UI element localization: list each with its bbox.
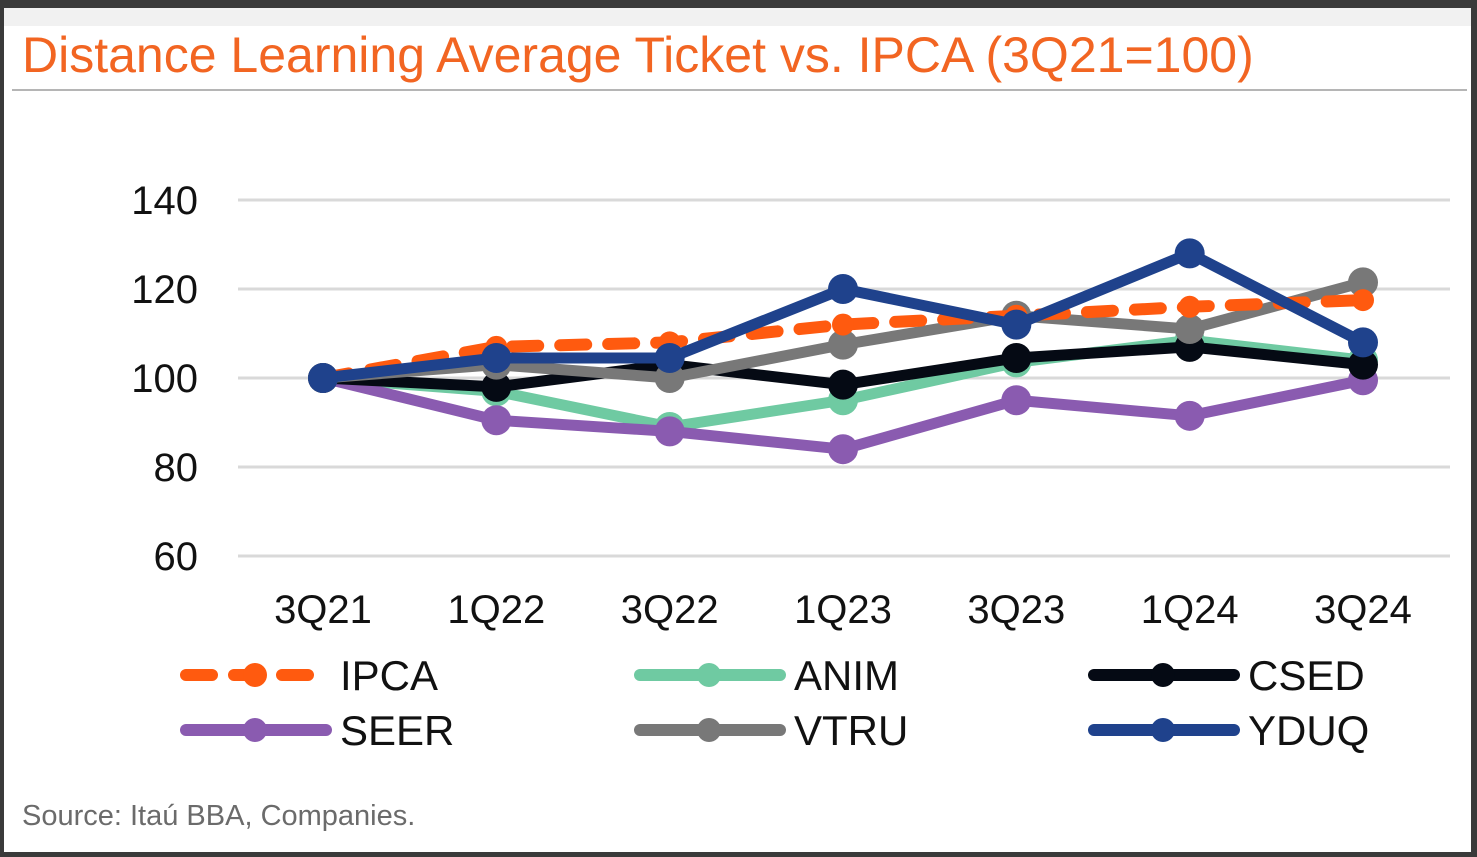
legend-marker: [697, 718, 721, 742]
data-point: [481, 342, 512, 373]
data-point: [654, 342, 685, 373]
series-seer: [308, 363, 1378, 465]
data-point: [1001, 385, 1032, 416]
x-tick-label: 3Q23: [967, 588, 1065, 632]
legend-marker: [1151, 718, 1175, 742]
y-axis-ticks: 140 120 100 80 60: [131, 179, 198, 579]
data-point: [1001, 309, 1032, 340]
legend-marker: [1151, 663, 1175, 687]
data-point: [481, 371, 512, 402]
legend-label: IPCA: [340, 652, 438, 699]
legend-item-seer: SEER: [180, 707, 454, 754]
data-point: [654, 416, 685, 447]
chart-frame: [4, 8, 1471, 852]
legend-marker: [697, 663, 721, 687]
legend: IPCA ANIM CSED SEER VTRU YDUQ: [180, 652, 1369, 754]
legend-label: SEER: [340, 707, 454, 754]
legend-item-yduq: YDUQ: [1088, 707, 1369, 754]
series-yduq: [308, 238, 1378, 393]
data-point: [1348, 327, 1378, 358]
x-tick-label: 3Q22: [621, 588, 719, 632]
legend-marker: [243, 718, 267, 742]
data-point: [828, 369, 858, 400]
data-point: [481, 405, 512, 436]
y-tick-label: 100: [131, 357, 198, 401]
data-point: [1348, 267, 1378, 298]
source-note: Source: Itaú BBA, Companies.: [22, 800, 416, 832]
x-axis-ticks: 3Q21 1Q22 3Q22 1Q23 3Q23 1Q24 3Q24: [274, 588, 1412, 632]
series-lines: [308, 238, 1378, 465]
y-tick-label: 60: [154, 535, 199, 579]
legend-item-vtru: VTRU: [634, 707, 908, 754]
y-tick-label: 80: [154, 446, 199, 490]
x-tick-label: 1Q22: [447, 588, 545, 632]
chart-title: Distance Learning Average Ticket vs. IPC…: [22, 27, 1254, 83]
legend-label: VTRU: [794, 707, 908, 754]
legend-item-anim: ANIM: [634, 652, 899, 699]
data-point: [828, 274, 858, 304]
legend-label: ANIM: [794, 652, 899, 699]
x-tick-label: 1Q24: [1141, 588, 1239, 632]
title-divider: [12, 89, 1467, 91]
data-point: [1178, 295, 1201, 318]
legend-label: CSED: [1248, 652, 1365, 699]
data-point: [828, 434, 858, 465]
data-point: [1352, 289, 1374, 312]
legend-item-csed: CSED: [1088, 652, 1365, 699]
data-point: [828, 329, 858, 360]
data-point: [1001, 342, 1032, 373]
y-tick-label: 140: [131, 179, 198, 223]
legend-marker: [243, 663, 267, 687]
data-point: [1174, 400, 1205, 431]
top-strip: [4, 8, 1471, 26]
data-point: [1174, 238, 1205, 269]
x-tick-label: 1Q23: [794, 588, 892, 632]
legend-item-ipca: IPCA: [180, 652, 438, 699]
data-point: [1348, 349, 1378, 380]
y-tick-label: 120: [131, 268, 198, 312]
x-tick-label: 3Q24: [1314, 588, 1412, 632]
legend-label: YDUQ: [1248, 707, 1369, 754]
x-tick-label: 3Q21: [274, 588, 372, 632]
data-point: [1174, 314, 1205, 345]
data-point: [308, 363, 338, 393]
data-point: [832, 313, 854, 336]
